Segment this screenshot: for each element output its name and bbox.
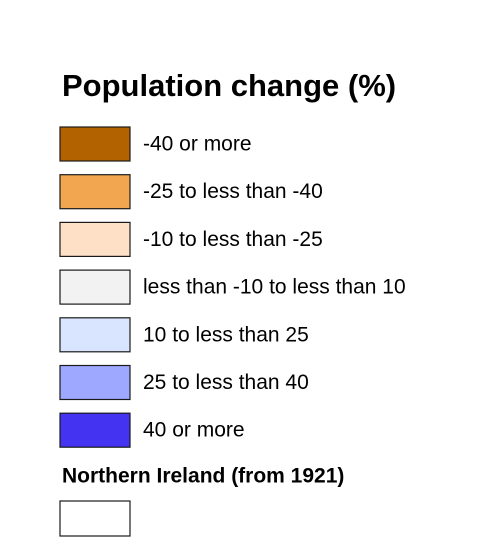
legend-label: less than -10 to less than 10	[143, 276, 406, 299]
legend-swatch	[59, 364, 131, 401]
legend-swatch	[59, 317, 131, 353]
legend-swatch	[59, 412, 131, 448]
legend-swatch	[59, 221, 131, 257]
legend-label: -10 to less than -25	[143, 228, 323, 251]
legend-label: 25 to less than 40	[143, 371, 309, 394]
legend-swatch	[59, 174, 131, 210]
legend-swatch	[59, 126, 131, 162]
legend-label: -40 or more	[143, 133, 252, 156]
legend-label: -25 to less than -40	[143, 180, 323, 203]
legend-label: 10 to less than 25	[143, 323, 309, 346]
legend-title: Population change (%)	[62, 68, 396, 103]
legend-subheading: Northern Ireland (from 1921)	[62, 465, 344, 488]
legend-swatch	[59, 500, 131, 537]
legend-swatch	[59, 269, 131, 305]
legend-label: 40 or more	[143, 419, 245, 442]
